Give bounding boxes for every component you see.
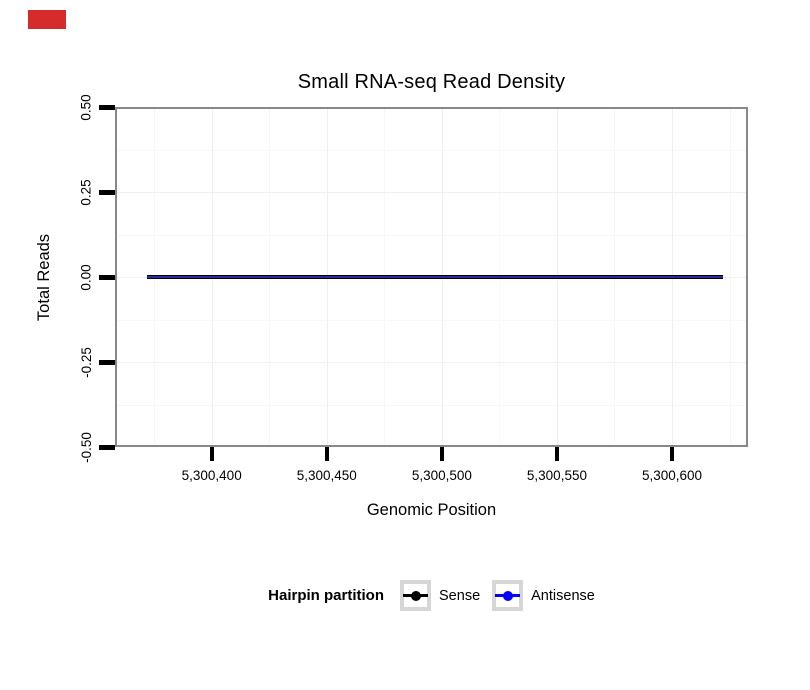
x-tick-label: 5,300,550 bbox=[526, 468, 587, 483]
y-tick-label-text: 0.25 bbox=[78, 178, 94, 206]
antisense-point-icon bbox=[502, 590, 513, 601]
legend-label-antisense: Antisense bbox=[531, 587, 595, 604]
y-axis-title-text: Total Reads bbox=[35, 233, 54, 321]
gridline-minor bbox=[115, 319, 748, 321]
gridline-major bbox=[115, 362, 748, 363]
x-tick-mark bbox=[324, 447, 329, 461]
y-tick-label: 0.25 bbox=[77, 152, 95, 232]
gridline-minor bbox=[115, 149, 748, 151]
x-tick-mark bbox=[209, 447, 214, 461]
gridline-minor bbox=[115, 234, 748, 236]
y-tick-label-text: -0.50 bbox=[78, 431, 94, 463]
y-tick-label: -0.25 bbox=[77, 322, 95, 402]
y-axis-title: Total Reads bbox=[28, 197, 62, 357]
gridline-major bbox=[115, 107, 748, 108]
sense-point-icon bbox=[410, 590, 421, 601]
x-tick-label: 5,300,450 bbox=[296, 468, 357, 483]
y-tick-label-text: 0.50 bbox=[78, 93, 94, 121]
x-tick-label: 5,300,600 bbox=[642, 468, 703, 483]
legend-label-sense: Sense bbox=[439, 587, 481, 604]
x-axis-title: Genomic Position bbox=[366, 501, 497, 519]
gridline-major bbox=[115, 192, 748, 193]
x-tick-label: 5,300,400 bbox=[181, 468, 242, 483]
red-marker bbox=[28, 10, 66, 29]
y-tick-mark bbox=[99, 189, 115, 195]
legend-entry-antisense: Antisense bbox=[492, 580, 595, 611]
legend-key-antisense bbox=[492, 580, 524, 611]
legend-key-sense bbox=[400, 580, 432, 611]
x-tick-mark bbox=[670, 447, 675, 461]
y-tick-mark bbox=[99, 359, 115, 365]
read-density-line bbox=[147, 275, 723, 279]
plot-panel bbox=[115, 107, 748, 447]
chart-title: Small RNA-seq Read Density bbox=[297, 71, 566, 93]
y-tick-mark bbox=[99, 444, 115, 450]
x-tick-mark bbox=[554, 447, 559, 461]
legend-entry-sense: Sense bbox=[400, 580, 480, 611]
legend: Hairpin partition Sense Antisense bbox=[115, 580, 748, 611]
x-tick-label: 5,300,500 bbox=[411, 468, 472, 483]
y-tick-label-text: 0.00 bbox=[78, 263, 94, 291]
gridline-minor bbox=[115, 404, 748, 406]
y-tick-label: 0.00 bbox=[77, 237, 95, 317]
y-tick-label-text: -0.25 bbox=[78, 346, 94, 378]
x-tick-mark bbox=[439, 447, 444, 461]
y-tick-mark bbox=[99, 104, 115, 110]
y-tick-mark bbox=[99, 274, 115, 280]
y-tick-label: 0.50 bbox=[77, 67, 95, 147]
y-tick-label: -0.50 bbox=[77, 407, 95, 487]
legend-title: Hairpin partition bbox=[268, 587, 385, 604]
